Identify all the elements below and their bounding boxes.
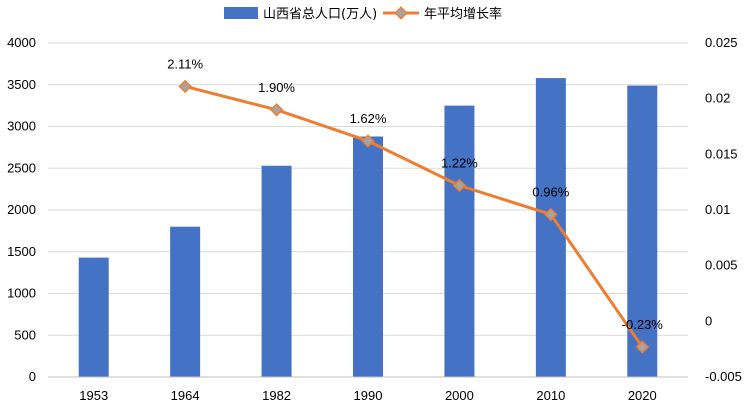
growth-rate-marker bbox=[452, 178, 467, 193]
growth-rate-marker bbox=[361, 134, 375, 148]
y-left-tick-label: 2500 bbox=[7, 160, 36, 175]
legend-population-label: 山西省总人口(万人) bbox=[263, 7, 377, 22]
x-tick-label: 1964 bbox=[171, 388, 200, 403]
population-bar bbox=[261, 165, 292, 377]
growth-rate-data-label: 2.11% bbox=[167, 56, 203, 71]
x-tick-label: 2020 bbox=[628, 388, 657, 403]
growth-rate-data-label: 0.96% bbox=[532, 184, 569, 199]
growth-rate-data-labels: 2.11% 1.90% 1.62% 1.22% 0.96% -0.23% bbox=[167, 56, 663, 332]
y-right-tick-label: 0 bbox=[705, 313, 712, 328]
legend-growth-rate-label: 年平均增长率 bbox=[424, 6, 502, 22]
legend: 山西省总人口(万人) 年平均增长率 bbox=[224, 6, 502, 22]
population-bar bbox=[170, 226, 201, 377]
growth-rate-data-label: 1.62% bbox=[350, 111, 387, 126]
y-left-tick-label: 1500 bbox=[7, 244, 36, 259]
y-right-tick-label: 0.01 bbox=[705, 202, 730, 217]
x-tick-labels: 1953 1964 1982 1990 2000 2010 2020 bbox=[79, 388, 656, 403]
growth-rate-line bbox=[184, 84, 644, 348]
legend-line-marker bbox=[394, 6, 408, 20]
x-tick-label: 1953 bbox=[79, 388, 108, 403]
growth-rate-data-label: 1.90% bbox=[258, 80, 295, 95]
y-left-tick-label: 4000 bbox=[7, 35, 36, 50]
y-right-tick-label: 0.025 bbox=[705, 35, 738, 50]
y-left-tick-label: 500 bbox=[14, 327, 36, 342]
population-bar bbox=[444, 105, 475, 377]
y-right-tick-label: 0.015 bbox=[705, 146, 738, 161]
bars bbox=[78, 78, 658, 378]
growth-rate-series bbox=[178, 79, 650, 354]
y-left-tick-label: 1000 bbox=[7, 286, 36, 301]
y-right-tick-label: 0.02 bbox=[705, 91, 730, 106]
y-right-tick-label: -0.005 bbox=[705, 369, 742, 384]
y-left-tick-label: 2000 bbox=[7, 202, 36, 217]
y-left-tick-label: 3000 bbox=[7, 119, 36, 134]
growth-rate-data-label: 1.22% bbox=[441, 156, 478, 171]
x-tick-label: 1990 bbox=[354, 388, 383, 403]
x-tick-label: 2010 bbox=[536, 388, 565, 403]
legend-bar-swatch bbox=[224, 7, 258, 19]
y-left-tick-label: 3500 bbox=[7, 77, 36, 92]
growth-rate-marker bbox=[635, 340, 650, 354]
population-bar bbox=[78, 257, 109, 377]
growth-rate-data-label: -0.23% bbox=[622, 317, 664, 332]
y-right-tick-label: 0.005 bbox=[705, 258, 738, 273]
y-left-tick-labels: 0 500 1000 1500 2000 2500 3000 3500 4000 bbox=[7, 35, 36, 384]
y-right-tick-labels: -0.005 0 0.005 0.01 0.015 0.02 0.025 bbox=[705, 35, 742, 384]
growth-rate-marker bbox=[269, 103, 284, 117]
growth-rate-marker bbox=[544, 207, 558, 222]
population-bar bbox=[353, 136, 383, 377]
y-left-tick-label: 0 bbox=[29, 369, 36, 384]
population-bar bbox=[627, 85, 658, 378]
x-tick-label: 1982 bbox=[262, 388, 291, 403]
x-tick-label: 2000 bbox=[445, 388, 474, 403]
growth-rate-marker bbox=[178, 79, 192, 94]
